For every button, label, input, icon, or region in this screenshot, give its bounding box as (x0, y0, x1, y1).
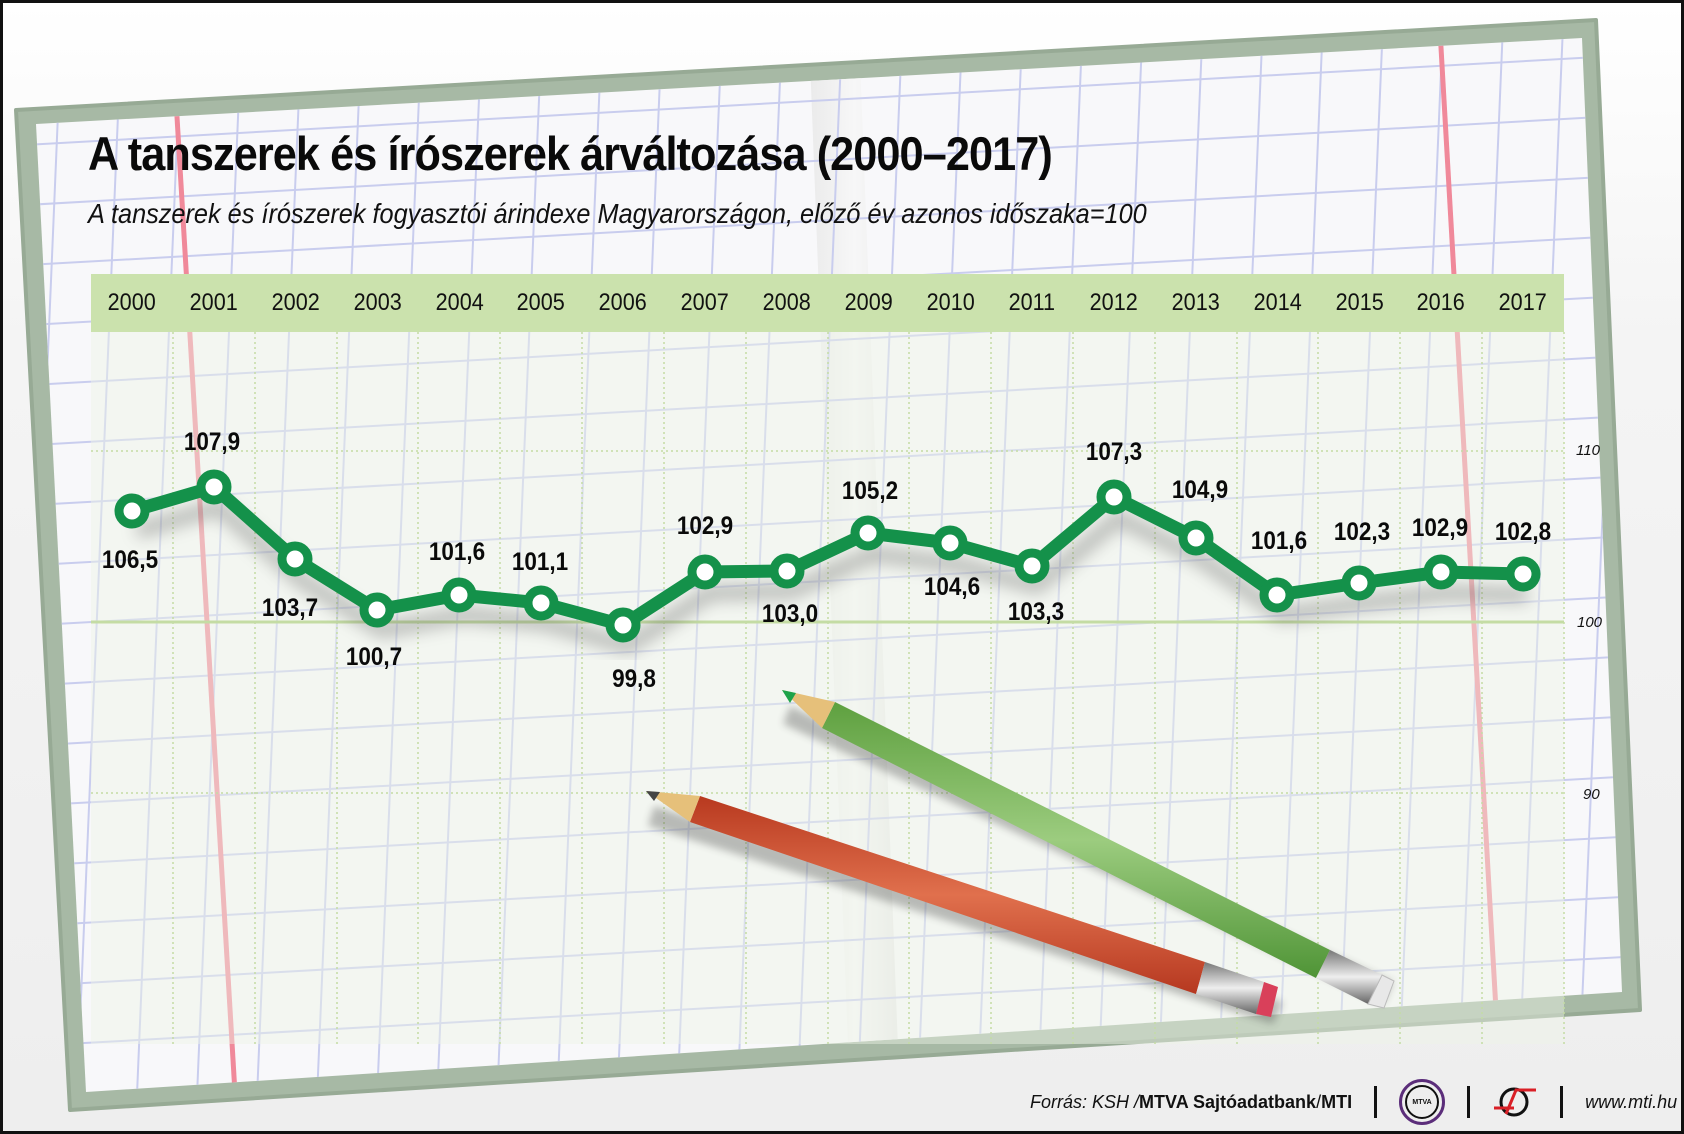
data-markers (114, 469, 1541, 643)
y-axis-label-90: 90 (1583, 786, 1600, 803)
mti-logo-icon (1494, 1087, 1537, 1117)
year-label: 2015 (1335, 289, 1384, 316)
value-label-2000: 106,5 (101, 546, 159, 574)
y-axis-label-100: 100 (1577, 614, 1603, 631)
year-label: 2003 (353, 289, 402, 316)
year-label: 2013 (1171, 289, 1220, 316)
value-label-2003: 100,7 (345, 643, 403, 671)
year-label: 2007 (680, 289, 729, 316)
value-label-2008: 103,0 (761, 600, 819, 628)
margin-line-left (173, 99, 239, 1092)
source-prefix: Forrás: KSH / (1030, 1091, 1140, 1112)
value-label-2016: 102,9 (1411, 514, 1469, 542)
value-label-2004: 101,6 (428, 538, 486, 566)
value-label-2006: 99,8 (612, 665, 656, 693)
value-label-2013: 104,9 (1171, 476, 1229, 504)
chart-title: A tanszerek és írószerek árváltozása (20… (88, 127, 1053, 180)
year-label: 2016 (1417, 289, 1466, 316)
value-label-2015: 102,3 (1333, 518, 1391, 546)
chart-columns (91, 332, 1565, 1044)
footer-divider (1560, 1086, 1564, 1118)
year-label: 2002 (271, 289, 320, 316)
y-axis-label-110: 110 (1576, 442, 1600, 459)
value-label-2002: 103,7 (261, 594, 319, 622)
year-label: 2017 (1498, 289, 1548, 316)
year-label: 2012 (1089, 289, 1138, 316)
year-label: 2010 (926, 289, 975, 316)
year-label: 2009 (844, 289, 893, 316)
footer-divider (1374, 1086, 1378, 1118)
green-pencil-icon (782, 690, 1395, 1009)
year-label: 2004 (435, 289, 484, 316)
value-label-2011: 103,3 (1007, 598, 1065, 626)
red-pencil-icon (646, 791, 1283, 1024)
mtva-logo-icon: MTVA (1399, 1079, 1446, 1125)
source-mtva: MTVA Sajtóadatbank (1139, 1091, 1317, 1112)
value-label-2005: 101,1 (511, 548, 569, 576)
mtva-logo-text: MTVA (1412, 1098, 1432, 1106)
source-mti: MTI (1321, 1091, 1353, 1112)
margin-line-right (1437, 38, 1499, 1011)
year-label: 2006 (598, 289, 647, 316)
year-label: 2001 (189, 289, 238, 316)
year-axis-band: 2000 2001 2002 2003 2004 2005 2006 2007 … (91, 274, 1564, 332)
value-label-2001: 107,9 (183, 428, 241, 456)
value-label-2012: 107,3 (1085, 438, 1143, 466)
chart-subtitle: A tanszerek és írószerek fogyasztói árin… (88, 198, 1147, 229)
value-label-2014: 101,6 (1250, 527, 1308, 555)
value-label-2017: 102,8 (1494, 518, 1552, 546)
year-label: 2014 (1253, 289, 1302, 316)
year-label: 2011 (1008, 289, 1056, 316)
year-label: 2005 (517, 289, 566, 316)
website-url[interactable]: www.mti.hu (1585, 1091, 1678, 1112)
year-label: 2008 (762, 289, 811, 316)
footer-divider (1467, 1086, 1471, 1118)
footer: Forrás: KSH / MTVA Sajtóadatbank / MTI M… (1030, 1079, 1678, 1125)
value-label-2009: 105,2 (841, 477, 899, 505)
value-label-2007: 102,9 (676, 512, 734, 540)
value-label-2010: 104,6 (923, 573, 981, 601)
year-label: 2000 (107, 289, 156, 316)
source-separator: / (1316, 1091, 1322, 1112)
